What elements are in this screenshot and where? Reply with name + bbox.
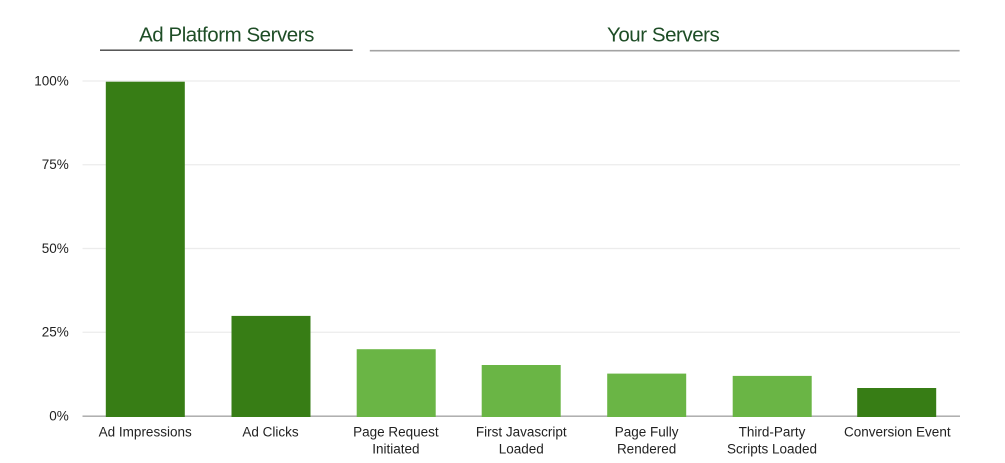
svg-text:Page Fully: Page Fully bbox=[615, 425, 679, 440]
svg-text:Third-Party: Third-Party bbox=[739, 425, 806, 440]
svg-text:25%: 25% bbox=[42, 325, 69, 340]
svg-text:Rendered: Rendered bbox=[617, 442, 676, 457]
svg-text:Ad Clicks: Ad Clicks bbox=[242, 425, 299, 440]
svg-text:Ad Impressions: Ad Impressions bbox=[99, 425, 192, 440]
svg-text:First Javascript: First Javascript bbox=[476, 425, 567, 440]
svg-text:0%: 0% bbox=[49, 408, 69, 423]
svg-text:Page Request: Page Request bbox=[353, 425, 439, 440]
svg-text:Conversion Event: Conversion Event bbox=[844, 425, 951, 440]
svg-text:Loaded: Loaded bbox=[499, 442, 544, 457]
svg-text:50%: 50% bbox=[42, 241, 69, 256]
svg-text:100%: 100% bbox=[34, 73, 69, 88]
svg-text:Your Servers: Your Servers bbox=[607, 23, 720, 46]
svg-text:Scripts Loaded: Scripts Loaded bbox=[727, 442, 817, 457]
svg-text:75%: 75% bbox=[42, 157, 69, 172]
svg-text:Initiated: Initiated bbox=[372, 442, 419, 457]
svg-text:Ad Platform Servers: Ad Platform Servers bbox=[139, 23, 314, 46]
